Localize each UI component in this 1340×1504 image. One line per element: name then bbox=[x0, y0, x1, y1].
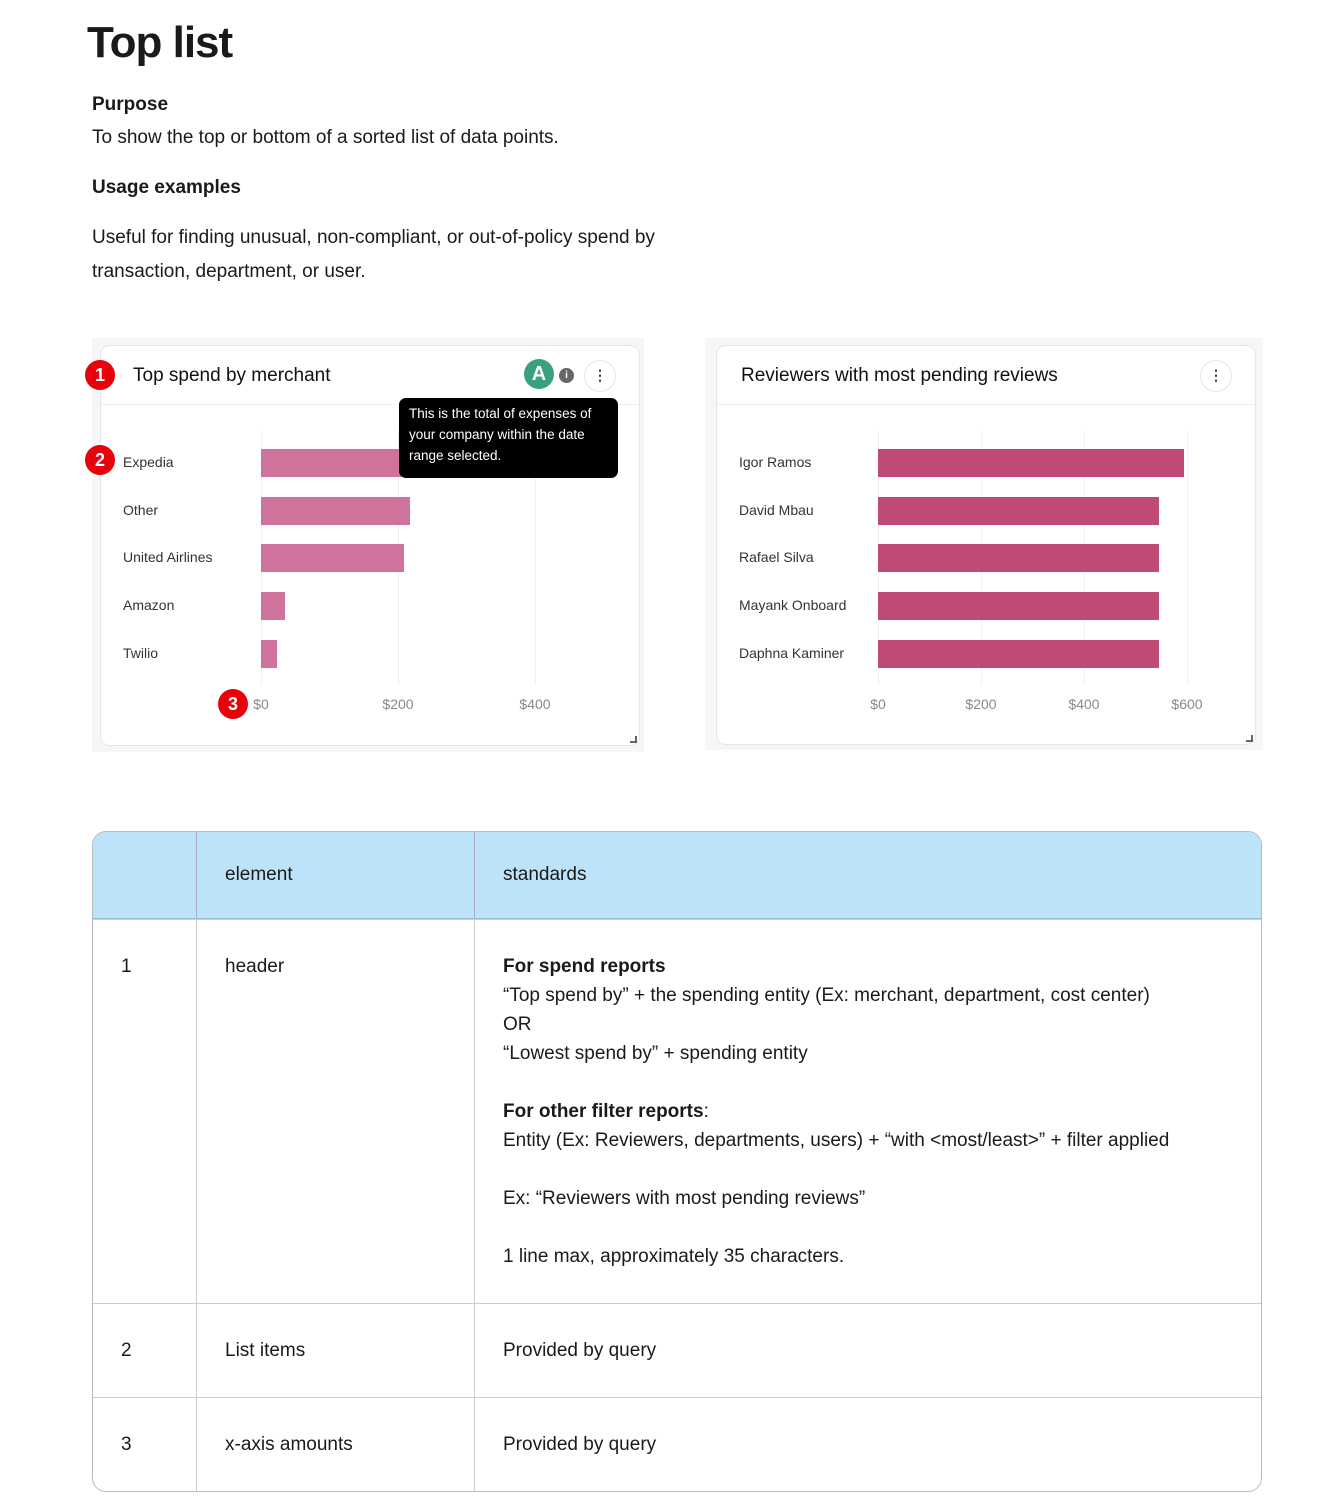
x-tick-label: $600 bbox=[1171, 696, 1203, 712]
gridline bbox=[1187, 430, 1188, 685]
bar[interactable] bbox=[261, 496, 410, 525]
card-title: Top spend by merchant bbox=[133, 365, 331, 386]
bar[interactable] bbox=[878, 639, 1160, 668]
text: 1 line max, approximately 35 characters. bbox=[503, 1246, 845, 1267]
text: “Lowest spend by” + spending entity bbox=[503, 1043, 808, 1064]
bar[interactable] bbox=[878, 496, 1160, 525]
category-label: Amazon bbox=[123, 597, 175, 614]
table-row: 1 header For spend reports “Top spend by… bbox=[93, 919, 1261, 1303]
bar[interactable] bbox=[878, 449, 1184, 477]
text: “Top spend by” + the spending entity (Ex… bbox=[503, 985, 1150, 1006]
x-tick-label: $0 bbox=[253, 696, 269, 712]
category-label: Twilio bbox=[123, 644, 159, 661]
row-element: header bbox=[197, 919, 475, 1303]
annotation-badge-3: 3 bbox=[218, 689, 248, 719]
row-num: 1 bbox=[93, 919, 197, 1303]
col-header-standards: standards bbox=[475, 832, 1261, 919]
table-row: 2 List items Provided by query bbox=[93, 1303, 1261, 1397]
category-label: Expedia bbox=[123, 454, 174, 470]
resize-handle-icon[interactable] bbox=[630, 736, 637, 743]
row-element: List items bbox=[197, 1303, 475, 1397]
subheading: For spend reports bbox=[503, 956, 666, 977]
bar[interactable] bbox=[878, 544, 1160, 573]
x-tick-label: $400 bbox=[519, 696, 551, 712]
x-tick-label: $200 bbox=[965, 696, 997, 712]
category-label: Other bbox=[123, 501, 159, 518]
text: OR bbox=[503, 1014, 532, 1035]
x-tick-label: $200 bbox=[382, 696, 414, 712]
row-standards: For spend reports “Top spend by” + the s… bbox=[475, 919, 1261, 1303]
usage-text: Useful for finding unusual, non-complian… bbox=[92, 227, 655, 282]
row-standards: Provided by query bbox=[475, 1397, 1261, 1491]
purpose-text: To show the top or bottom of a sorted li… bbox=[92, 127, 559, 148]
annotation-badge-1: 1 bbox=[85, 360, 115, 390]
annotation-badge-2: 2 bbox=[85, 445, 115, 475]
kebab-icon[interactable]: ⋮ bbox=[584, 360, 616, 392]
standards-table: element standards 1 header For spend rep… bbox=[92, 831, 1262, 1492]
col-header-num bbox=[93, 832, 197, 919]
col-header-element: element bbox=[197, 832, 475, 919]
table-row: 3 x-axis amounts Provided by query bbox=[93, 1397, 1261, 1491]
resize-handle-icon[interactable] bbox=[1246, 735, 1253, 742]
usage-heading: Usage examples bbox=[92, 177, 241, 198]
gridline bbox=[535, 430, 536, 685]
bar[interactable] bbox=[261, 449, 419, 477]
bar[interactable] bbox=[261, 592, 285, 621]
bar[interactable] bbox=[878, 592, 1160, 621]
row-standards: Provided by query bbox=[475, 1303, 1261, 1397]
x-tick-label: $0 bbox=[870, 696, 886, 712]
card-title: Reviewers with most pending reviews bbox=[741, 365, 1058, 386]
x-tick-label: $400 bbox=[1068, 696, 1100, 712]
text: Ex: “Reviewers with most pending reviews… bbox=[503, 1188, 866, 1209]
kebab-icon[interactable]: ⋮ bbox=[1200, 360, 1232, 392]
purpose-heading: Purpose bbox=[92, 94, 169, 115]
category-label: Rafael Silva bbox=[739, 549, 814, 566]
category-label: Daphna Kaminer bbox=[739, 644, 845, 661]
subheading: For other filter reports bbox=[503, 1101, 704, 1122]
category-label: United Airlines bbox=[123, 549, 213, 566]
bar[interactable] bbox=[261, 639, 277, 668]
row-num: 2 bbox=[93, 1303, 197, 1397]
avatar[interactable]: A bbox=[524, 359, 554, 389]
text: Entity (Ex: Reviewers, departments, user… bbox=[503, 1130, 1170, 1151]
info-icon[interactable]: i bbox=[559, 368, 574, 383]
category-label: David Mbau bbox=[739, 501, 814, 518]
row-element: x-axis amounts bbox=[197, 1397, 475, 1491]
page-title: Top list bbox=[87, 18, 233, 67]
category-label: Mayank Onboard bbox=[739, 597, 847, 614]
bar[interactable] bbox=[261, 544, 405, 573]
category-label: Igor Ramos bbox=[739, 454, 812, 470]
tooltip: This is the total of expenses of your co… bbox=[399, 398, 618, 478]
row-num: 3 bbox=[93, 1397, 197, 1491]
